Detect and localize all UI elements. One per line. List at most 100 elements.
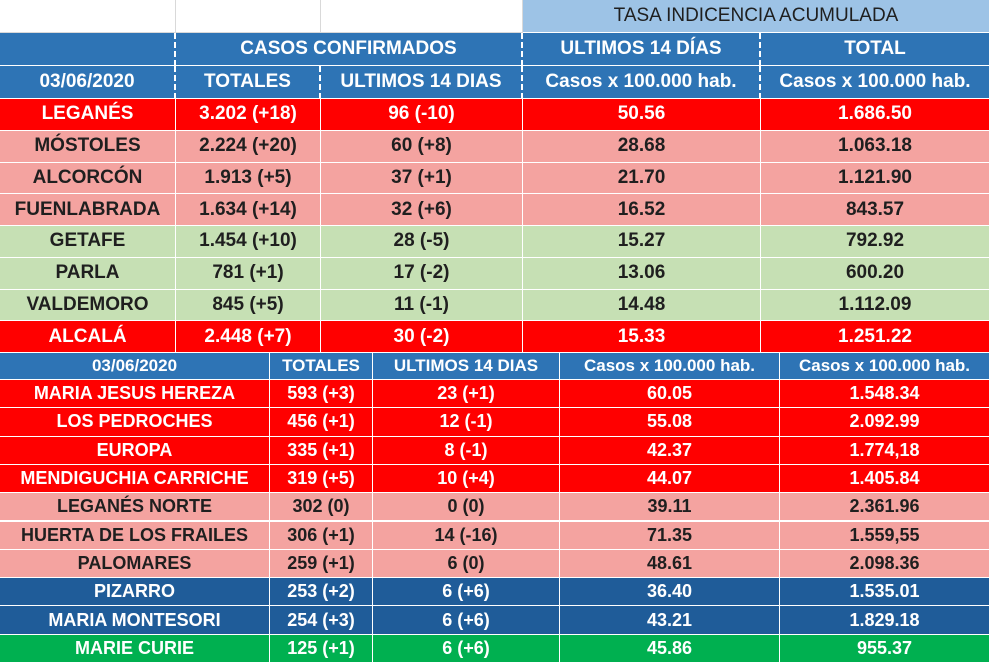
row-ultimos-14: 60 (+8) [321,130,523,163]
row-ultimos-14: 6 (0) [373,549,560,579]
row-tasa-total: 1.686.50 [761,99,990,131]
row-tasa-14: 60.05 [560,380,780,409]
row-tasa-total: 1.829.18 [780,606,990,635]
row-ultimos-14: 12 (-1) [373,408,560,437]
row-name: VALDEMORO [0,289,176,322]
total-header: TOTAL [761,33,990,66]
center-date-header: 03/06/2020 [0,353,270,380]
table-row: LEGANÉS 3.202 (+18) 96 (-10) 50.56 1.686.50 [0,99,990,131]
row-ultimos-14: 14 (-16) [373,521,560,550]
row-name: PARLA [0,257,176,290]
row-name: MÓSTOLES [0,130,176,163]
row-tasa-total: 1.548.34 [780,380,990,409]
row-tasa-total: 843.57 [761,194,990,226]
table-row: PARLA 781 (+1) 17 (-2) 13.06 600.20 [0,257,990,290]
row-name: LEGANÉS [0,99,176,131]
row-tasa-total: 1.112.09 [761,289,990,322]
totales-header: TOTALES [176,66,321,99]
row-name: LEGANÉS NORTE [0,493,270,522]
center-totales-header: TOTALES [270,353,373,380]
table-row: MARIE CURIE 125 (+1) 6 (+6) 45.86 955.37 [0,634,990,663]
row-name: GETAFE [0,226,176,258]
row-ultimos-14: 32 (+6) [321,194,523,226]
row-totales: 125 (+1) [270,634,373,663]
table-row: MARIA JESUS HEREZA 593 (+3) 23 (+1) 60.05 1.… [0,380,990,409]
table-row: ALCALÁ 2.448 (+7) 30 (-2) 15.33 1.251.22 [0,321,990,353]
row-ultimos-14: 6 (+6) [373,606,560,635]
empty-cell [321,0,523,33]
row-tasa-total: 2.092.99 [780,408,990,437]
row-tasa-14: 36.40 [560,578,780,607]
row-tasa-14: 28.68 [523,130,761,163]
table-row: VALDEMORO 845 (+5) 11 (-1) 14.48 1.112.09 [0,289,990,322]
row-totales: 302 (0) [270,493,373,522]
row-name: MARIE CURIE [0,634,270,663]
ultimos-14-header: ULTIMOS 14 DÍAS [523,33,761,66]
row-tasa-total: 1.774,18 [780,436,990,465]
center-casos-100k-header: Casos x 100.000 hab. [560,353,780,380]
casos-confirmados-header: CASOS CONFIRMADOS [176,33,523,66]
row-tasa-14: 39.11 [560,493,780,522]
row-tasa-14: 15.33 [523,321,761,353]
row-tasa-14: 21.70 [523,162,761,195]
table-row: MÓSTOLES 2.224 (+20) 60 (+8) 28.68 1.063.18 [0,130,990,163]
row-totales: 456 (+1) [270,408,373,437]
row-name: HUERTA DE LOS FRAILES [0,521,270,550]
row-name: ALCORCÓN [0,162,176,195]
row-totales: 781 (+1) [176,257,321,290]
table-row: EUROPA 335 (+1) 8 (-1) 42.37 1.774,18 [0,436,990,465]
row-ultimos-14: 6 (+6) [373,634,560,663]
row-ultimos-14: 23 (+1) [373,380,560,409]
row-tasa-total: 1.405.84 [780,464,990,494]
ultimos-14-dias-header: ULTIMOS 14 DIAS [321,66,523,99]
row-ultimos-14: 8 (-1) [373,436,560,465]
row-ultimos-14: 30 (-2) [321,321,523,353]
row-totales: 1.634 (+14) [176,194,321,226]
row-totales: 2.224 (+20) [176,130,321,163]
row-ultimos-14: 17 (-2) [321,257,523,290]
row-tasa-total: 1.121.90 [761,162,990,195]
date-header: 03/06/2020 [0,66,176,99]
row-name: MARIA JESUS HEREZA [0,380,270,409]
table-row: PALOMARES 259 (+1) 6 (0) 48.61 2.098.36 [0,549,990,579]
row-tasa-total: 2.098.36 [780,549,990,579]
row-tasa-14: 55.08 [560,408,780,437]
row-ultimos-14: 96 (-10) [321,99,523,131]
title-row: TASA INDICENCIA ACUMULADA [0,0,990,33]
row-totales: 259 (+1) [270,549,373,579]
row-tasa-14: 42.37 [560,436,780,465]
row-ultimos-14: 0 (0) [373,493,560,522]
row-totales: 845 (+5) [176,289,321,322]
row-totales: 3.202 (+18) [176,99,321,131]
header-row-2: 03/06/2020 TOTALES ULTIMOS 14 DIAS Casos… [0,66,990,99]
row-totales: 254 (+3) [270,606,373,635]
row-name: LOS PEDROCHES [0,408,270,437]
row-totales: 1.454 (+10) [176,226,321,258]
table-row: MARIA MONTESORI 254 (+3) 6 (+6) 43.21 1.829.… [0,606,990,635]
row-tasa-total: 1.535.01 [780,578,990,607]
row-ultimos-14: 28 (-5) [321,226,523,258]
row-tasa-total: 2.361.96 [780,493,990,522]
row-tasa-total: 1.063.18 [761,130,990,163]
casos-100k-total-header: Casos x 100.000 hab. [761,66,990,99]
row-tasa-total: 955.37 [780,634,990,663]
table-row: FUENLABRADA 1.634 (+14) 32 (+6) 16.52 843.57 [0,194,990,226]
row-tasa-14: 48.61 [560,549,780,579]
center-ultimos-header: ULTIMOS 14 DIAS [373,353,560,380]
row-tasa-total: 1.559,55 [780,521,990,550]
row-name: PIZARRO [0,578,270,607]
row-ultimos-14: 37 (+1) [321,162,523,195]
incidence-title: TASA INDICENCIA ACUMULADA [523,0,990,33]
row-tasa-14: 45.86 [560,634,780,663]
casos-100k-header: Casos x 100.000 hab. [523,66,761,99]
row-totales: 1.913 (+5) [176,162,321,195]
row-name: FUENLABRADA [0,194,176,226]
row-name: PALOMARES [0,549,270,579]
row-tasa-14: 13.06 [523,257,761,290]
empty-cell [0,0,176,33]
row-totales: 319 (+5) [270,464,373,494]
row-name: MENDIGUCHIA CARRICHE [0,464,270,494]
row-totales: 335 (+1) [270,436,373,465]
row-name: EUROPA [0,436,270,465]
